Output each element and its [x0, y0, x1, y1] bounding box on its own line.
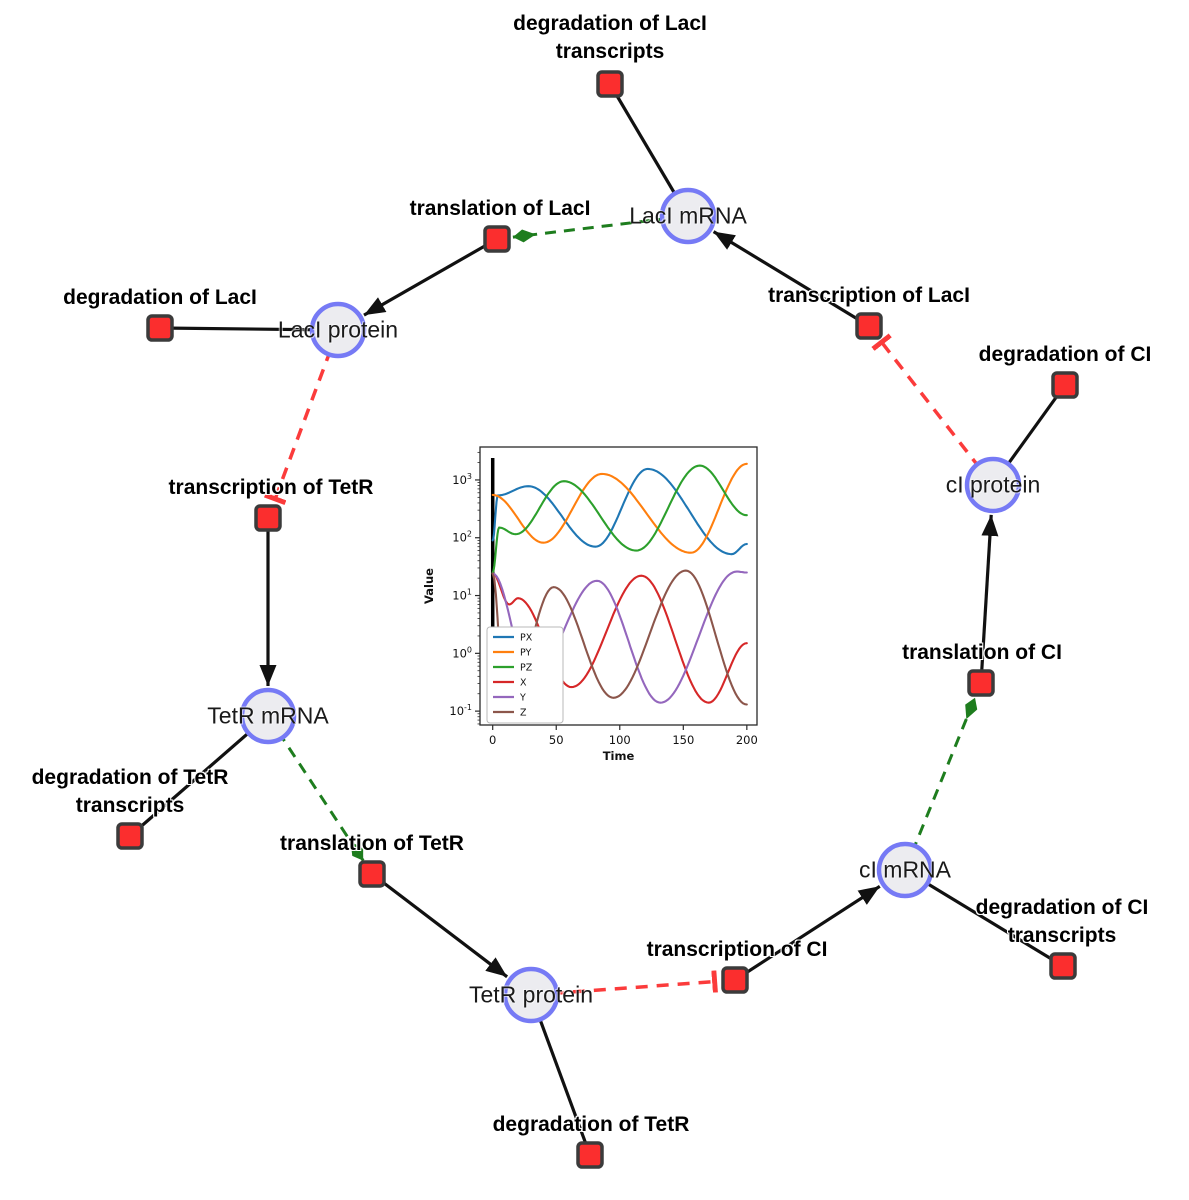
modifier-edges — [266, 214, 978, 871]
edge-tetrprotein-transcriptionci — [530, 970, 718, 997]
species-node-tetr-protein[interactable] — [502, 966, 560, 1024]
reaction-label-translation-ci: translation of CI — [902, 641, 1062, 664]
species-node-ci-protein[interactable] — [964, 456, 1022, 514]
species-node-ci-mrna[interactable] — [876, 841, 934, 899]
edge-laciprotein-transcriptiontetr — [263, 329, 340, 506]
chart-plot-area: 10-1 100 101 102 103 0 50 100 150 200 Time Value PX P… — [422, 446, 758, 763]
edge-transcriptionlaci-lacimrna — [712, 230, 870, 328]
reaction-node-degradation-tetr[interactable] — [576, 1141, 604, 1169]
svg-text:10-1: 10-1 — [449, 703, 472, 718]
edge-lacimrna-translationlaci — [512, 214, 689, 243]
species-label-laci-mrna: LacI mRNA — [629, 202, 747, 229]
reaction-label-degradation-ci: degradation of CI — [978, 343, 1152, 366]
species-node-tetr-mrna[interactable] — [239, 687, 297, 745]
svg-text:100: 100 — [609, 733, 631, 747]
species-label-laci-protein: LacI protein — [277, 316, 399, 343]
reaction-node-transcription-ci[interactable] — [721, 966, 749, 994]
svg-text:103: 103 — [452, 472, 472, 487]
reaction-label-translation-tetr: translation of TetR — [280, 832, 464, 855]
reaction-label-degradation-tetr: degradation of TetR — [492, 1113, 690, 1136]
reaction-node-translation-ci[interactable] — [967, 669, 995, 697]
reaction-label-transcription-tetr: transcription of TetR — [168, 476, 374, 499]
species-label-ci-mrna: cI mRNA — [859, 856, 951, 883]
svg-text:X: X — [520, 678, 527, 689]
edge-cimrna-translationci — [903, 697, 978, 871]
edge-tetrprotein-degtetr — [529, 994, 592, 1156]
svg-text:Y: Y — [519, 693, 526, 704]
edge-ciprotein-transcriptionlaci — [871, 333, 995, 487]
edge-transcriptionci-cimrna — [734, 884, 881, 982]
edge-translationlaci-laciprotein — [363, 237, 498, 317]
edge-tetrmrna-degtetrtranscripts — [128, 714, 270, 838]
reaction-label-transcription-laci: transcription of LacI — [768, 284, 970, 307]
svg-text:PY: PY — [520, 648, 532, 659]
svg-text:102: 102 — [452, 530, 472, 545]
reaction-label-degradation-laci-transcripts: degradation of LacI transcripts — [513, 12, 707, 63]
inset-chart: 10-1 100 101 102 103 0 50 100 150 200 Time Value PX P… — [422, 446, 758, 763]
reaction-label-degradation-tetr-transcripts: degradation of TetR transcripts — [31, 766, 229, 817]
inhibition-edges — [263, 329, 995, 997]
svg-text:200: 200 — [736, 733, 758, 747]
species-label-ci-protein: cI protein — [945, 471, 1041, 498]
species-label-tetr-mrna: TetR mRNA — [207, 702, 329, 729]
reaction-label-translation-laci: translation of LacI — [409, 197, 591, 220]
svg-text:150: 150 — [672, 733, 694, 747]
edge-translationci-ciprotein — [979, 514, 999, 684]
reaction-node-degradation-ci[interactable] — [1051, 371, 1079, 399]
reaction-label-degradation-ci-transcripts: degradation of CI transcripts — [975, 896, 1149, 947]
production-edges — [259, 230, 999, 982]
svg-text:Time: Time — [603, 749, 635, 763]
reaction-nodes — [116, 70, 1079, 1169]
reaction-node-degradation-laci-transcripts[interactable] — [596, 70, 624, 98]
edge-tetrmrna-translationtetr — [266, 715, 365, 862]
svg-text:Z: Z — [520, 708, 527, 719]
species-nodes — [239, 187, 1022, 1024]
reaction-node-degradation-tetr-transcripts[interactable] — [116, 822, 144, 850]
reaction-node-translation-laci[interactable] — [483, 225, 511, 253]
svg-text:101: 101 — [452, 588, 472, 603]
reaction-node-translation-tetr[interactable] — [358, 860, 386, 888]
svg-text:PZ: PZ — [520, 663, 533, 674]
reaction-label-transcription-ci: transcription of CI — [646, 938, 828, 961]
svg-text:100: 100 — [452, 645, 472, 660]
reaction-node-degradation-laci[interactable] — [146, 314, 174, 342]
svg-text:Value: Value — [422, 568, 436, 604]
reaction-label-degradation-laci: degradation of LacI — [63, 286, 257, 309]
reaction-node-degradation-ci-transcripts[interactable] — [1049, 952, 1077, 980]
edge-cimrna-degcitranscripts — [904, 868, 1064, 968]
species-node-laci-protein[interactable] — [309, 301, 367, 359]
svg-text:50: 50 — [549, 733, 564, 747]
svg-text:PX: PX — [520, 633, 533, 644]
species-label-tetr-protein: TetR protein — [468, 981, 594, 1008]
species-node-laci-mrna[interactable] — [659, 187, 717, 245]
svg-text:0: 0 — [489, 733, 496, 747]
edge-laciprotein-deglaci — [159, 326, 339, 332]
edge-translationtetr-tetrprotein — [371, 872, 509, 979]
reaction-node-transcription-tetr[interactable] — [254, 504, 282, 532]
reaction-node-transcription-laci[interactable] — [855, 312, 883, 340]
